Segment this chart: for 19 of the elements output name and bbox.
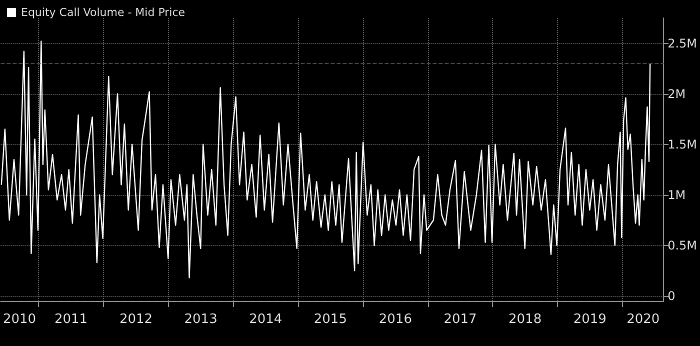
y-tick-label: 2M bbox=[668, 86, 686, 101]
line-series bbox=[0, 40, 651, 278]
y-tick-label: 2.5M bbox=[668, 36, 697, 50]
x-tick-label: 2010 bbox=[2, 312, 36, 327]
x-tick-label: 2011 bbox=[54, 312, 88, 327]
legend-label: Equity Call Volume - Mid Price bbox=[21, 6, 186, 19]
x-tick-label: 2015 bbox=[314, 312, 347, 327]
y-tick-label: 0 bbox=[668, 288, 676, 303]
x-tick-label: 2016 bbox=[378, 312, 412, 327]
x-tick-label: 2017 bbox=[444, 312, 477, 327]
x-tick-label: 2018 bbox=[508, 312, 542, 327]
y-tick-label: 1.5M bbox=[668, 137, 697, 152]
y-tick-label: 0.5M bbox=[668, 238, 697, 252]
x-tick-label: 2012 bbox=[119, 312, 153, 327]
x-tick-label: 2019 bbox=[573, 312, 606, 327]
x-tick-label: 2014 bbox=[249, 312, 282, 327]
y-tick-label: 1M bbox=[668, 188, 686, 202]
x-tick-label: 2020 bbox=[626, 312, 660, 327]
x-tick-label: 2013 bbox=[184, 312, 218, 327]
